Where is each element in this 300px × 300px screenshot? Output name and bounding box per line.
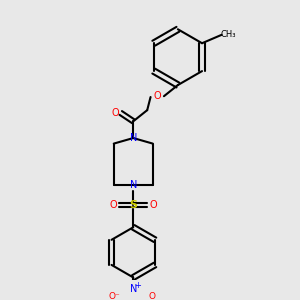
Text: O: O xyxy=(110,200,117,210)
Text: +: + xyxy=(134,281,141,290)
Text: S: S xyxy=(129,200,137,210)
Text: CH₃: CH₃ xyxy=(221,30,236,39)
Text: N: N xyxy=(130,284,137,294)
Text: N: N xyxy=(130,180,137,190)
Text: O: O xyxy=(148,292,155,300)
Text: N: N xyxy=(130,133,137,143)
Text: O: O xyxy=(149,200,157,210)
Text: O: O xyxy=(111,108,119,118)
Text: O⁻: O⁻ xyxy=(108,292,120,300)
Text: O: O xyxy=(153,91,161,101)
